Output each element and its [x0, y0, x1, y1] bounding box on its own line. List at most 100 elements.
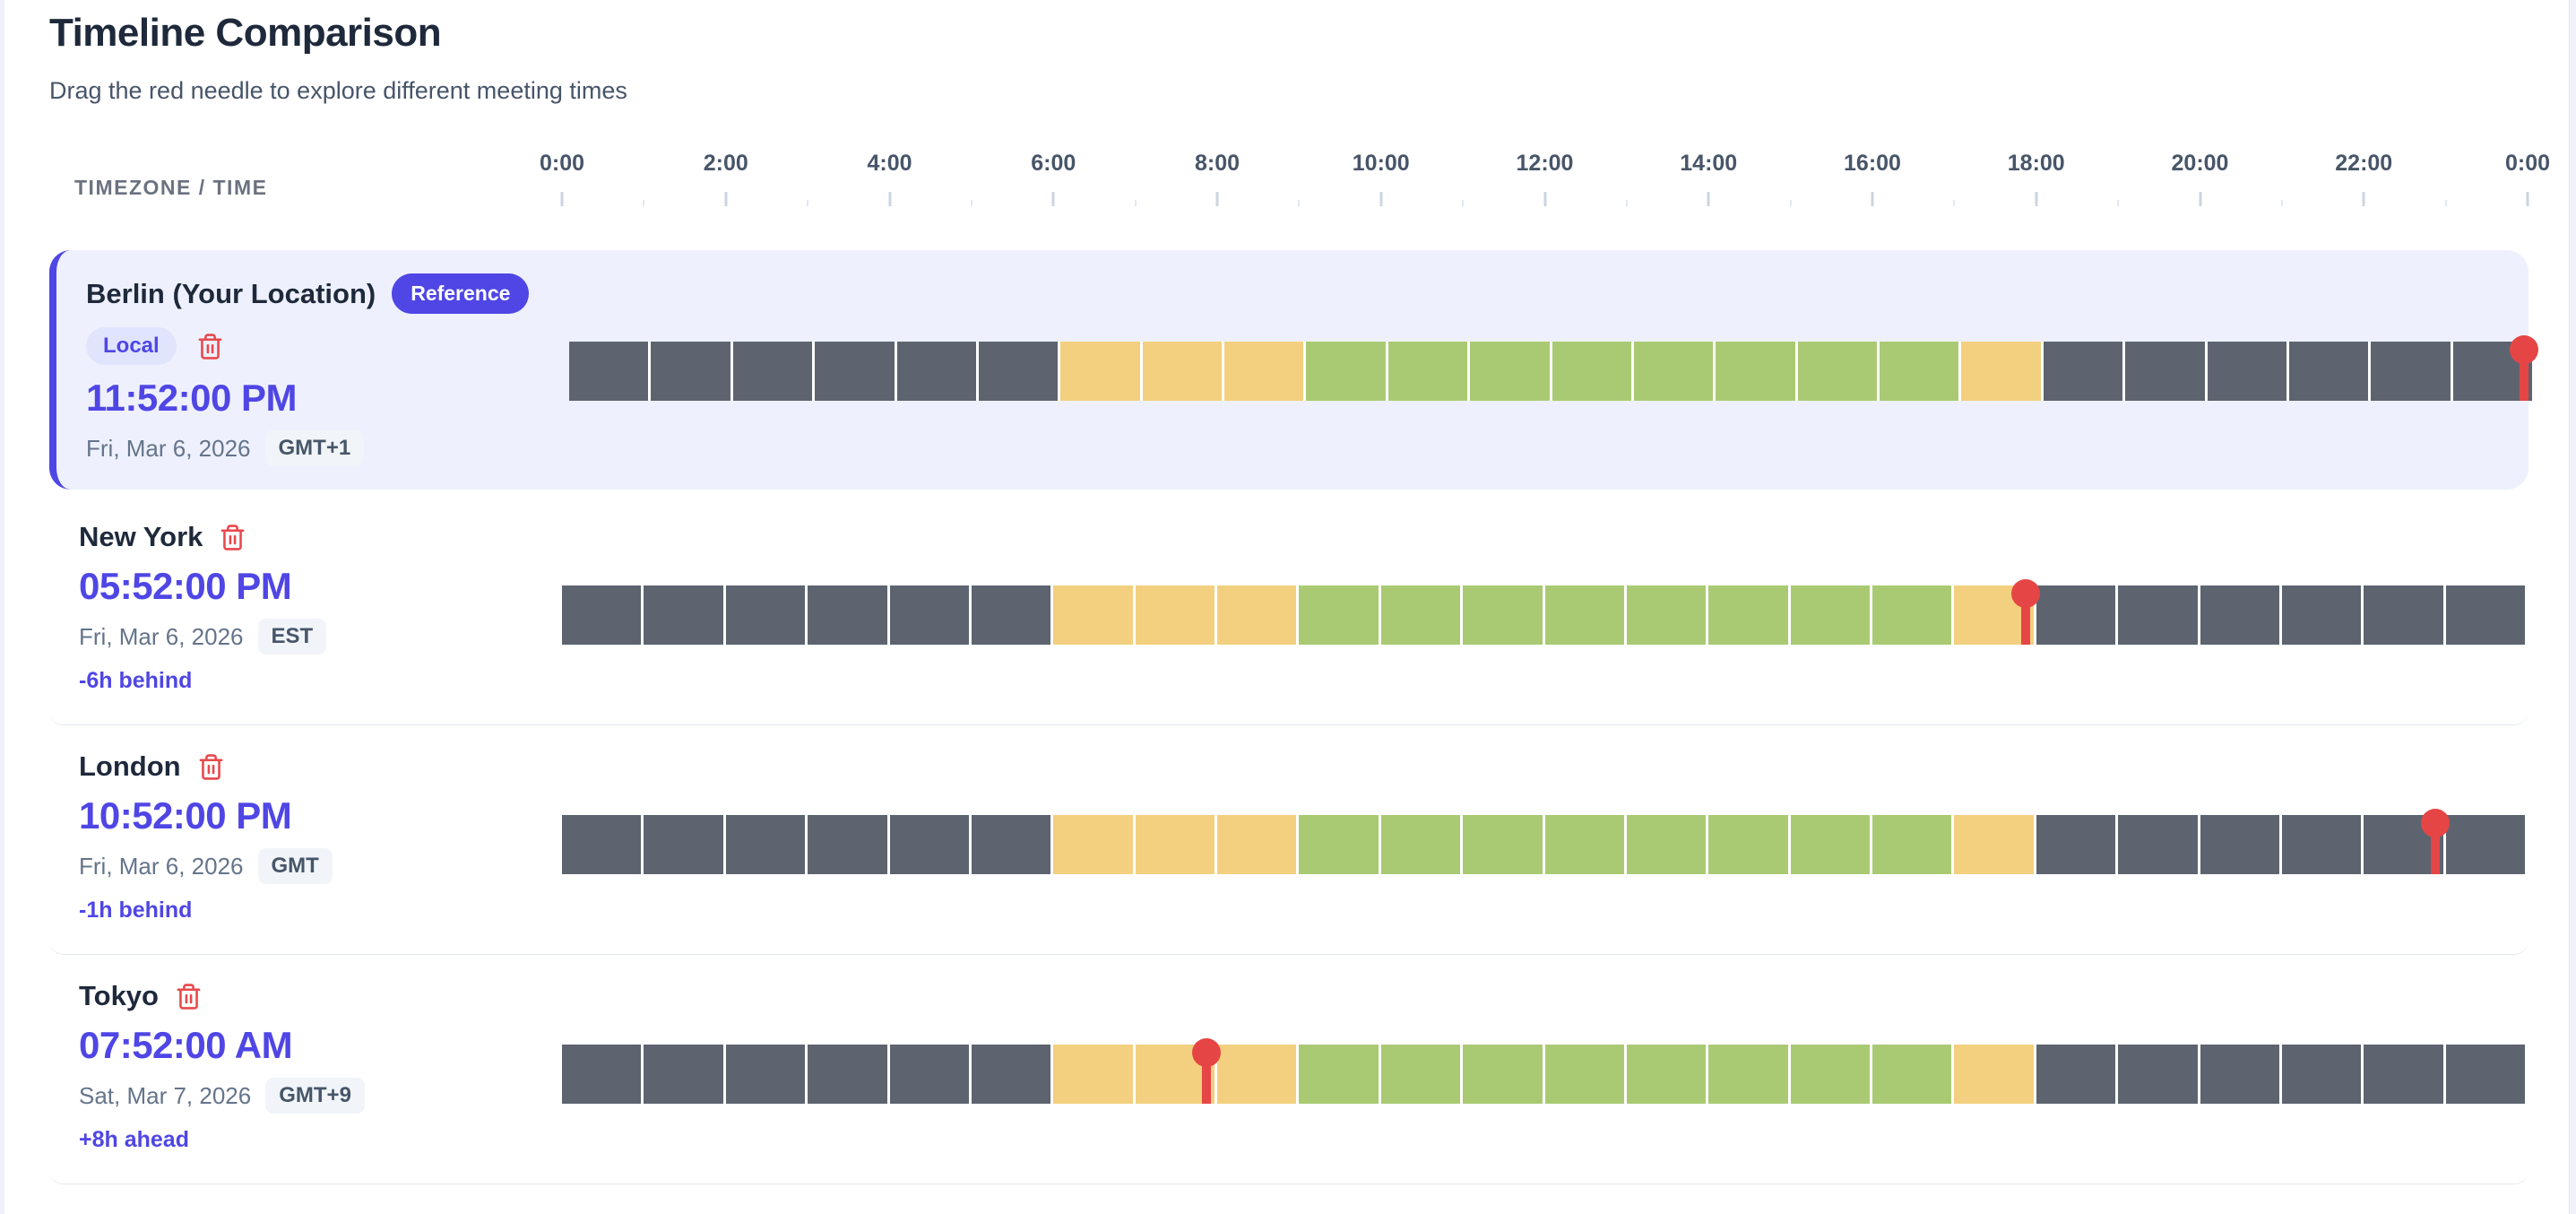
axis-tick [2526, 192, 2529, 206]
axis-tick [1215, 192, 1219, 206]
local-time: 10:52:00 PM [79, 794, 292, 837]
hour-cell [2281, 815, 2364, 874]
hour-cell [2364, 1045, 2446, 1104]
hour-cell [2118, 585, 2200, 645]
hours-timeline-bar[interactable] [562, 809, 2528, 874]
page-title: Timeline Comparison [49, 11, 442, 55]
axis-tick [970, 200, 972, 206]
axis-tick [2444, 200, 2447, 206]
hour-cell [1872, 585, 1955, 645]
axis-tick [724, 192, 728, 206]
hour-cell [1135, 815, 1217, 874]
hour-cell [1544, 585, 1627, 645]
hour-cell [1544, 1045, 1627, 1104]
time-axis: 0:00 2:00 4:00 6:00 8:00 10:00 12:00 14:00 16:00… [540, 151, 2550, 206]
hour-cell [2445, 1045, 2528, 1104]
hour-cell [1552, 342, 1634, 401]
hour-cell [2036, 815, 2119, 874]
hour-cell [2200, 585, 2282, 645]
needle-handle[interactable] [1192, 1038, 1222, 1067]
needle-stem [2430, 829, 2440, 874]
axis-tick [1298, 200, 1301, 206]
axis-tick [1379, 192, 1383, 206]
hour-cell [1470, 342, 1552, 401]
timezone-name: New York [79, 521, 203, 552]
hour-cell [1954, 815, 2036, 874]
vertical-scrollbar[interactable] [2569, 0, 2576, 1214]
axis-tick [1953, 200, 1956, 206]
hour-cell [2207, 342, 2289, 401]
local-badge: Local [86, 327, 177, 365]
hour-cell [1633, 342, 1716, 401]
axis-tick-label: 6:00 [1031, 151, 1076, 176]
hour-cell [1053, 1045, 1136, 1104]
timezone-rows: Berlin (Your Location) Reference Local [49, 250, 2539, 1184]
page-left-edge [0, 0, 4, 1214]
timezone-abbreviation-badge: GMT+1 [264, 430, 365, 466]
needle-stem [2020, 600, 2030, 645]
hour-cell [562, 1045, 644, 1104]
hour-cell [1217, 815, 1300, 874]
axis-tick [1462, 200, 1465, 206]
axis-tick-label: 16:00 [1844, 151, 1901, 176]
delete-timezone-button[interactable] [175, 983, 203, 1010]
utc-offset-label: +8h ahead [79, 1127, 189, 1152]
axis-tick [2280, 200, 2283, 206]
hour-cell [1299, 585, 1381, 645]
hour-cell [725, 1045, 808, 1104]
axis-tick-label: 8:00 [1194, 151, 1240, 176]
needle-handle[interactable] [2510, 335, 2539, 364]
hour-cell [2288, 342, 2372, 401]
hour-cell [569, 342, 652, 401]
hours-timeline-bar[interactable] [562, 579, 2528, 645]
axis-tick-label: 0:00 [2504, 151, 2551, 176]
timezone-name: Berlin (Your Location) [86, 277, 376, 309]
timezone-name: Tokyo [79, 980, 159, 1011]
local-time: 07:52:00 AM [79, 1024, 293, 1066]
trash-icon [199, 753, 223, 780]
local-time: 05:52:00 PM [79, 565, 292, 607]
axis-tick [807, 200, 809, 206]
axis-tick-label: 10:00 [1352, 151, 1410, 176]
axis-tick [2362, 192, 2365, 206]
hour-cell [1790, 1045, 1872, 1104]
hour-cell [2445, 815, 2528, 874]
local-date: Fri, Mar 6, 2026 [79, 852, 244, 880]
timezone-row: Tokyo [49, 955, 2528, 1184]
hour-cell [562, 585, 644, 645]
axis-tick [1625, 200, 1628, 206]
axis-tick [2117, 200, 2120, 206]
needle-handle[interactable] [2420, 809, 2450, 837]
hour-cell [1961, 342, 2044, 401]
hour-cell [732, 342, 816, 401]
hour-cell [1708, 1045, 1791, 1104]
hour-cell [896, 342, 979, 401]
hour-cell [1880, 342, 1962, 401]
hour-cell [1060, 342, 1143, 401]
hour-cell [971, 1045, 1054, 1104]
needle-handle[interactable] [2010, 579, 2040, 608]
timezone-abbreviation-badge: GMT [257, 848, 333, 884]
hour-cell [2043, 342, 2126, 401]
delete-timezone-button[interactable] [196, 333, 224, 360]
delete-timezone-button[interactable] [197, 753, 225, 781]
timezone-abbreviation-badge: EST [257, 619, 327, 655]
hour-cell [644, 1045, 726, 1104]
hour-cell [562, 815, 644, 874]
hours-timeline-bar[interactable] [562, 1038, 2528, 1104]
axis-tick [643, 200, 645, 206]
hour-cell [1716, 342, 1798, 401]
utc-offset-label: -1h behind [79, 897, 193, 923]
needle-stem [2520, 356, 2529, 401]
delete-timezone-button[interactable] [219, 524, 246, 551]
hour-cell [2200, 815, 2282, 874]
hour-cell [2200, 1045, 2282, 1104]
hour-cell [2371, 342, 2453, 401]
hour-cell [1872, 815, 1955, 874]
hours-timeline-bar[interactable] [569, 335, 2539, 401]
timezone-row: London [49, 725, 2528, 955]
needle-stem [1202, 1059, 1212, 1104]
axis-tick [1789, 200, 1792, 206]
hour-cell [808, 1045, 890, 1104]
